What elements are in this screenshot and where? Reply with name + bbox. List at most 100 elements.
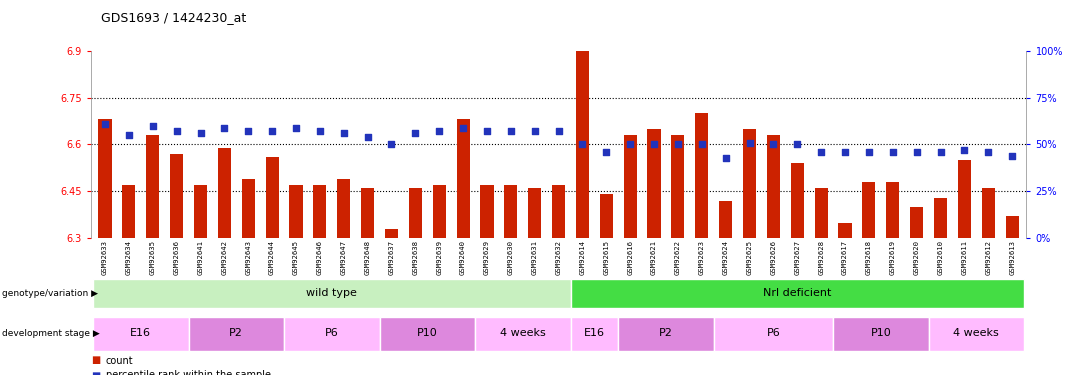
Point — [694, 141, 711, 147]
Point — [240, 128, 257, 134]
Text: development stage ▶: development stage ▶ — [2, 329, 100, 338]
Bar — [648, 129, 660, 238]
Bar — [887, 182, 899, 238]
Point — [121, 132, 138, 138]
Point — [669, 141, 686, 147]
Bar — [242, 179, 255, 238]
Point — [765, 141, 782, 147]
Text: P6: P6 — [325, 328, 338, 338]
Bar — [385, 229, 398, 238]
Bar — [314, 185, 327, 238]
Bar — [571, 317, 618, 351]
Point — [144, 123, 161, 129]
Point — [503, 128, 520, 134]
Point — [956, 147, 973, 153]
Bar — [194, 185, 207, 238]
Point — [622, 141, 639, 147]
Point — [646, 141, 663, 147]
Text: P10: P10 — [871, 328, 891, 338]
Bar — [671, 135, 685, 238]
Point — [717, 154, 734, 160]
Bar — [284, 317, 380, 351]
Bar — [623, 135, 637, 238]
Bar — [833, 317, 928, 351]
Bar — [743, 129, 757, 238]
Bar — [146, 135, 159, 238]
Text: E16: E16 — [584, 328, 605, 338]
Text: percentile rank within the sample: percentile rank within the sample — [106, 370, 271, 375]
Text: Nrl deficient: Nrl deficient — [763, 288, 831, 298]
Bar — [839, 222, 851, 238]
Bar — [361, 188, 375, 238]
Point — [287, 124, 304, 130]
Point — [574, 141, 591, 147]
Point — [478, 128, 495, 134]
Bar — [337, 179, 350, 238]
Bar — [862, 182, 875, 238]
Point — [407, 130, 424, 136]
Bar — [934, 198, 947, 238]
Point — [431, 128, 448, 134]
Point — [837, 149, 854, 155]
Bar — [552, 185, 566, 238]
Point — [455, 124, 472, 130]
Text: ■: ■ — [91, 356, 100, 366]
Bar — [432, 185, 446, 238]
Point — [740, 140, 758, 146]
Bar — [289, 185, 303, 238]
Bar — [571, 279, 1024, 308]
Bar — [814, 188, 828, 238]
Text: count: count — [106, 356, 133, 366]
Point — [360, 134, 377, 140]
Point — [383, 141, 400, 147]
Bar — [982, 188, 994, 238]
Text: P10: P10 — [417, 328, 437, 338]
Point — [192, 130, 209, 136]
Bar — [475, 317, 571, 351]
Point — [598, 149, 615, 155]
Point — [860, 149, 877, 155]
Point — [885, 149, 902, 155]
Bar — [618, 317, 714, 351]
Bar — [576, 51, 589, 238]
Bar — [719, 201, 732, 238]
Bar — [93, 317, 189, 351]
Bar — [409, 188, 421, 238]
Bar — [457, 119, 469, 238]
Point — [908, 149, 925, 155]
Text: E16: E16 — [130, 328, 152, 338]
Bar — [505, 185, 517, 238]
Bar — [910, 207, 923, 238]
Bar — [767, 135, 780, 238]
Bar — [380, 317, 475, 351]
Bar — [189, 317, 284, 351]
Bar — [1005, 216, 1019, 238]
Bar — [218, 147, 230, 238]
Text: ■: ■ — [91, 370, 100, 375]
Point — [169, 128, 186, 134]
Bar — [123, 185, 136, 238]
Text: GDS1693 / 1424230_at: GDS1693 / 1424230_at — [101, 11, 246, 24]
Text: wild type: wild type — [306, 288, 357, 298]
Point — [96, 121, 113, 127]
Bar — [600, 194, 612, 238]
Point — [813, 149, 830, 155]
Text: 4 weeks: 4 weeks — [954, 328, 999, 338]
Bar — [714, 317, 833, 351]
Text: P2: P2 — [659, 328, 673, 338]
Text: genotype/variation ▶: genotype/variation ▶ — [2, 289, 98, 298]
Point — [312, 128, 329, 134]
Point — [526, 128, 543, 134]
Bar — [480, 185, 494, 238]
Bar — [958, 160, 971, 238]
Bar — [98, 119, 112, 238]
Point — [335, 130, 352, 136]
Bar — [528, 188, 541, 238]
Bar — [791, 163, 803, 238]
Point — [264, 128, 281, 134]
Text: 4 weeks: 4 weeks — [500, 328, 545, 338]
Point — [551, 128, 568, 134]
Bar — [170, 154, 184, 238]
Point — [789, 141, 806, 147]
Text: P2: P2 — [229, 328, 243, 338]
